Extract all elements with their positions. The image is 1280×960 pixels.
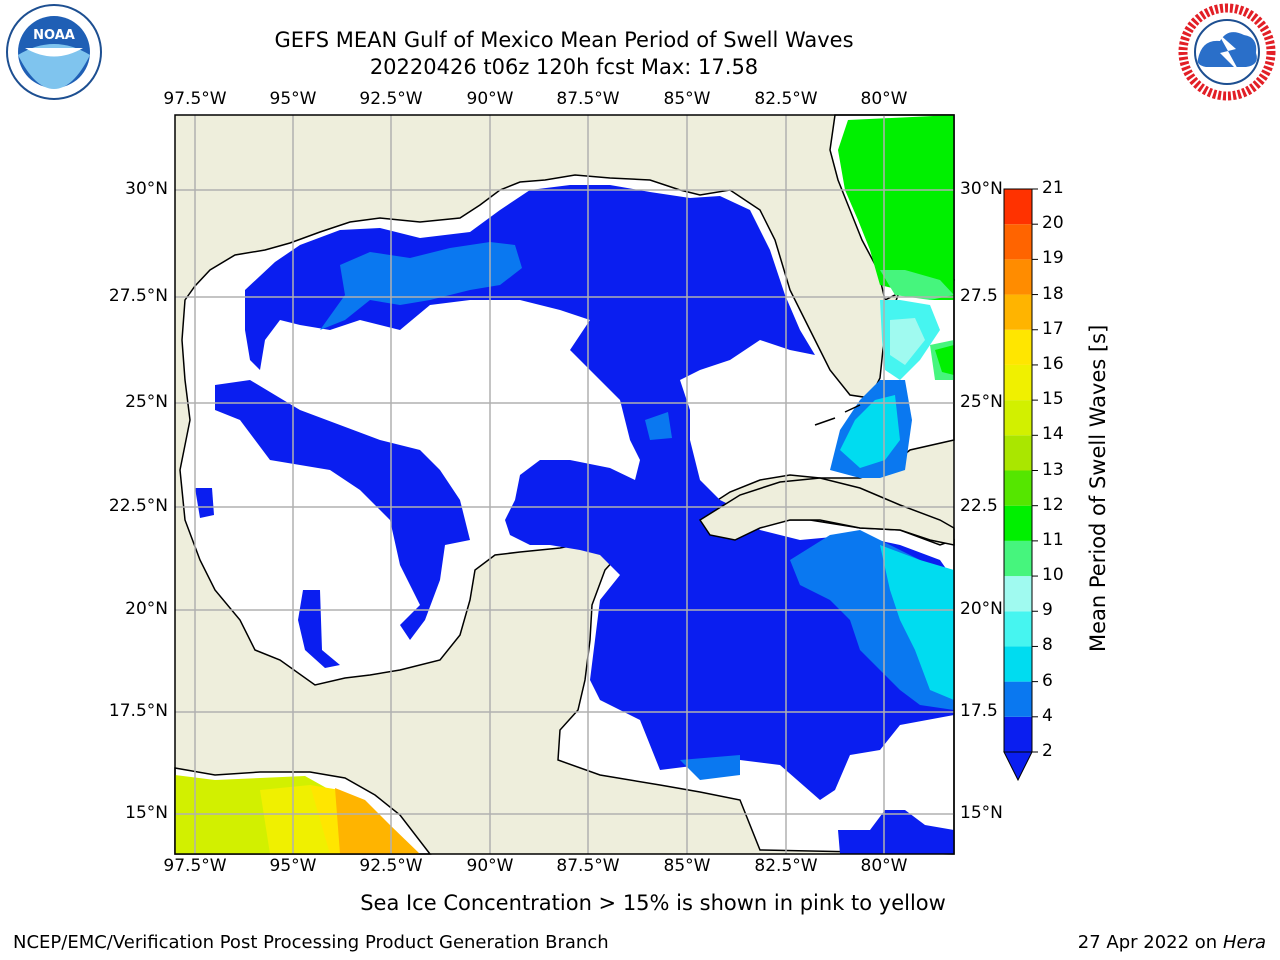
lon-label-bottom: 85°W (663, 856, 711, 876)
lon-label-top: 85°W (663, 89, 711, 109)
lon-label-top: 95°W (269, 89, 317, 109)
map-frame (174, 114, 955, 855)
lat-label-right: 20°N (960, 599, 1003, 619)
colorbar-bin (1004, 681, 1032, 717)
colorbar-bin (1004, 576, 1032, 612)
lat-label-left: 30°N (125, 179, 168, 199)
colorbar-bin (1004, 540, 1032, 577)
lat-label-right: 15°N (960, 803, 1003, 823)
lat-label-right: 30°N (960, 179, 1003, 199)
colorbar-bin (1004, 294, 1032, 330)
colorbar-tick-label: 16 (1042, 353, 1064, 374)
colorbar-tick-label: 6 (1042, 670, 1053, 691)
lat-label-right: 27.5 (960, 286, 998, 306)
colorbar-bin (1004, 716, 1032, 752)
lon-label-bottom: 97.5°W (163, 856, 227, 876)
lon-label-bottom: 82.5°W (754, 856, 818, 876)
graticule (175, 115, 954, 854)
colorbar-tick-label: 20 (1042, 213, 1064, 234)
footer-date: 27 Apr 2022 on Hera (1078, 932, 1266, 953)
map-subtitle: 20220426 t06z 120h fcst Max: 17.58 (369, 55, 759, 79)
colorbar-label: Mean Period of Swell Waves [s] (1086, 324, 1110, 652)
lat-label-left: 27.5°N (108, 286, 168, 306)
colorbar-bin (1004, 364, 1032, 401)
lat-label-right: 22.5 (960, 496, 998, 516)
colorbar-tick-label: 18 (1042, 283, 1064, 304)
colorbar-tick-label: 2 (1042, 741, 1053, 761)
colorbar-bin (1004, 189, 1032, 225)
colorbar-tick-label: 12 (1042, 494, 1064, 515)
colorbar-bin (1004, 646, 1032, 682)
lat-label-left: 22.5°N (108, 496, 168, 516)
colorbar-tick-label: 8 (1042, 635, 1053, 656)
lon-label-bottom: 95°W (269, 856, 317, 876)
cuba (698, 477, 955, 546)
colorbar-bin (1004, 259, 1032, 295)
colorbar-tick-label: 10 (1042, 565, 1064, 586)
noaa-logo: NOAA (6, 4, 102, 100)
colorbar-tick-label: 15 (1042, 389, 1064, 410)
lon-label-top: 87.5°W (556, 89, 620, 109)
lat-label-left: 25°N (125, 392, 168, 412)
lon-label-top: 92.5°W (359, 89, 423, 109)
swell-field (175, 115, 954, 854)
colorbar-bin (1004, 611, 1032, 647)
lon-label-bottom: 90°W (466, 856, 514, 876)
map-title: GEFS MEAN Gulf of Mexico Mean Period of … (274, 28, 854, 52)
lon-label-top: 80°W (860, 89, 908, 109)
colorbar-tick-label: 13 (1042, 459, 1064, 480)
colorbar-tick-label: 11 (1042, 529, 1064, 550)
colorbar (1003, 188, 1038, 782)
footer-date-text: 27 Apr 2022 on (1077, 932, 1223, 953)
lon-label-bottom: 87.5°W (556, 856, 620, 876)
lat-label-left: 20°N (125, 599, 168, 619)
colorbar-extend-arrow (1003, 751, 1033, 782)
colorbar-tick-label: 14 (1042, 424, 1064, 445)
footer-machine: Hera (1222, 932, 1266, 953)
colorbar-tick-label: 21 (1042, 178, 1064, 198)
footer-credit: NCEP/EMC/Verification Post Processing Pr… (13, 932, 609, 953)
colorbar-bin (1004, 329, 1032, 365)
lon-label-top: 82.5°W (754, 89, 818, 109)
lon-label-bottom: 80°W (860, 856, 908, 876)
lon-label-top: 97.5°W (163, 89, 227, 109)
colorbar-bin (1004, 435, 1032, 471)
lon-label-bottom: 92.5°W (359, 856, 423, 876)
colorbar-tick-label: 4 (1042, 705, 1053, 726)
lat-label-left: 15°N (125, 803, 168, 823)
colorbar-bin (1004, 505, 1032, 541)
lon-label-top: 90°W (466, 89, 514, 109)
colorbar-bin (1004, 224, 1032, 260)
colorbar-tick-label: 19 (1042, 248, 1064, 269)
lat-label-right: 25°N (960, 392, 1003, 412)
colorbar-tick-label: 17 (1042, 318, 1064, 339)
noaa-logo-text: NOAA (33, 28, 75, 43)
nws-logo (1178, 3, 1276, 101)
colorbar-bin (1004, 470, 1032, 506)
lat-label-right: 17.5 (960, 701, 998, 721)
colorbar-tick-label: 9 (1042, 600, 1053, 621)
sea-ice-note: Sea Ice Concentration > 15% is shown in … (360, 891, 946, 915)
colorbar-bin (1004, 400, 1032, 436)
keys (814, 404, 861, 426)
lat-label-left: 17.5°N (108, 701, 168, 721)
